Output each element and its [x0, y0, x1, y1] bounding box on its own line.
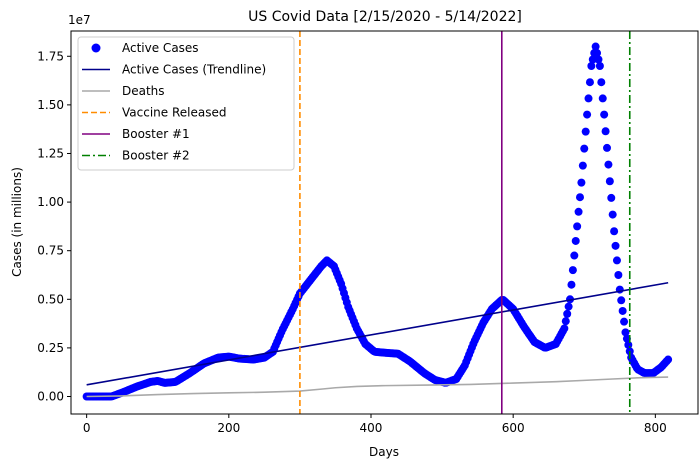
x-tick-label: 600 [502, 421, 525, 435]
x-tick-label: 0 [83, 421, 91, 435]
chart-title: US Covid Data [2/15/2020 - 5/14/2022] [248, 9, 522, 25]
x-tick-label: 200 [217, 421, 240, 435]
y-axis-label: Cases (in millions) [10, 167, 24, 277]
legend-active-cases-marker [91, 43, 101, 53]
y-tick-label: 0.25 [37, 341, 64, 355]
legend-trendline-label: Active Cases (Trendline) [122, 63, 266, 77]
active-case-point [608, 210, 617, 219]
active-case-point [595, 61, 604, 70]
active-case-point [591, 42, 600, 51]
plot-area [82, 31, 673, 414]
legend-booster-2-label: Booster #2 [122, 149, 190, 163]
active-case-point [587, 61, 596, 70]
legend-active-cases-label: Active Cases [122, 41, 199, 55]
active-case-point [563, 309, 572, 318]
active-case-point [583, 110, 592, 119]
active-case-point [560, 324, 569, 333]
active-case-point [605, 177, 614, 186]
active-case-point [574, 207, 583, 216]
active-case-point [588, 55, 597, 64]
active-case-point [568, 266, 577, 275]
legend: Active Cases Active Cases (Trendline) Deat… [77, 36, 295, 171]
y-tick-label: 0.50 [37, 292, 64, 306]
active-case-point [612, 256, 621, 265]
deaths-line [86, 376, 669, 398]
y-tick-label: 1.50 [37, 98, 64, 112]
active-case-point [604, 160, 613, 169]
legend-deaths-label: Deaths [122, 84, 165, 98]
active-case-point [607, 193, 616, 202]
trendline [86, 281, 669, 386]
active-case-point [603, 143, 612, 152]
active-case-point [620, 317, 629, 326]
active-case-point [598, 94, 607, 103]
active-case-point [617, 296, 626, 305]
active-case-point [573, 222, 582, 231]
active-case-point [601, 127, 610, 136]
legend-vaccine-released-label: Vaccine Released [122, 106, 226, 120]
active-case-point [584, 94, 593, 103]
active-case-point [581, 127, 590, 136]
active-case-point [564, 302, 573, 311]
x-axis-label: Days [369, 445, 399, 459]
active-case-point [622, 334, 631, 343]
x-tick-label: 800 [644, 421, 667, 435]
active-case-point [664, 355, 673, 364]
y-tick-label: 0.75 [37, 244, 64, 258]
active-case-point [597, 78, 606, 87]
y-tick-label: 1.75 [37, 49, 64, 63]
legend-box [77, 36, 295, 171]
active-case-point [593, 49, 602, 58]
active-case-point [578, 161, 587, 170]
y-tick-label: 0.00 [37, 390, 64, 404]
active-case-point [580, 144, 589, 153]
active-case-point [575, 193, 584, 202]
y-axis-offset-text: 1e7 [68, 13, 91, 27]
y-tick-label: 1.00 [37, 195, 64, 209]
active-case-point [614, 270, 623, 279]
x-tick-label: 400 [360, 421, 383, 435]
active-case-point [577, 178, 586, 187]
active-case-point [600, 110, 609, 119]
active-case-point [567, 280, 576, 289]
active-case-point [570, 251, 579, 260]
active-case-point [610, 227, 619, 236]
plot-frame [70, 30, 699, 415]
active-case-point [611, 241, 620, 250]
active-case-point [561, 317, 570, 326]
active-case-point [571, 236, 580, 245]
y-tick-label: 1.25 [37, 146, 64, 160]
legend-booster-1-label: Booster #1 [122, 127, 190, 141]
active-case-point [594, 55, 603, 64]
active-case-point [585, 78, 594, 87]
axes: 0 200 400 600 800 0.00 0.25 0.50 0.75 1.00 1.25 1.5… [37, 49, 667, 435]
active-case-point [618, 306, 627, 315]
active-case-point [621, 328, 630, 337]
